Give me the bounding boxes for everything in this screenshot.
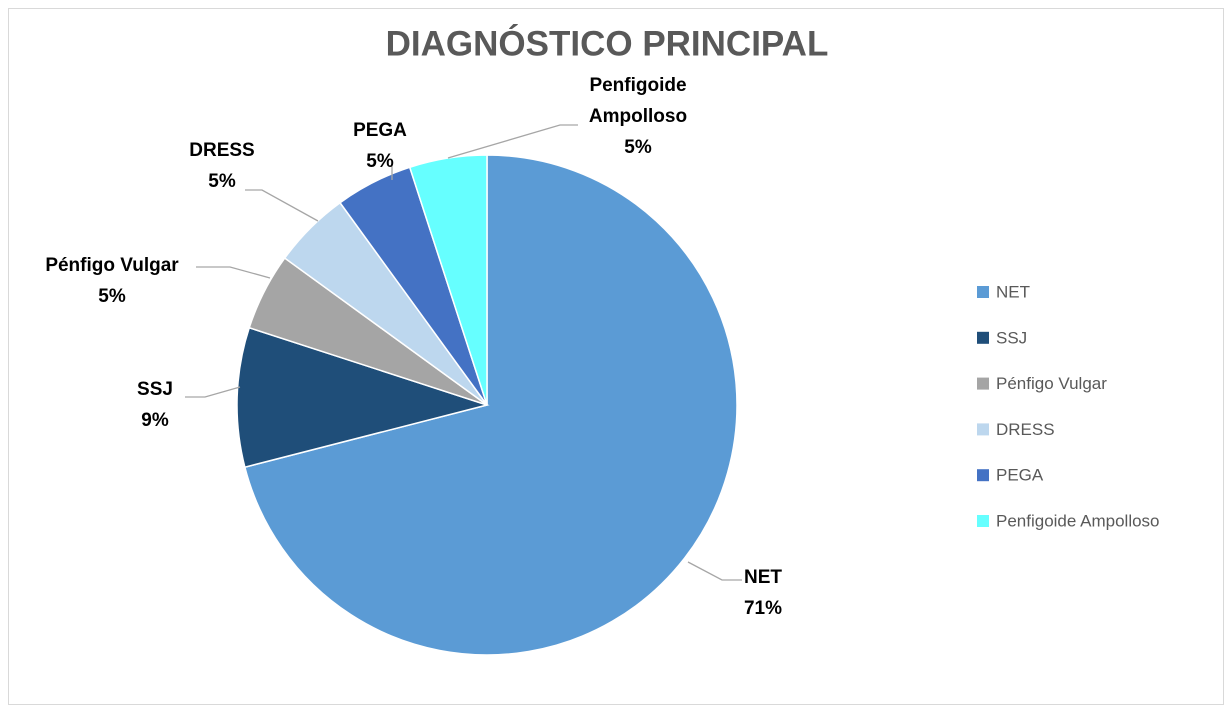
leader-line: [196, 266, 271, 279]
legend-label: SSJ: [996, 328, 1027, 347]
data-label-value: 5%: [208, 171, 236, 192]
leader-line: [447, 124, 578, 159]
data-label-category: NET: [744, 567, 782, 588]
leader-line: [687, 561, 742, 581]
data-label: Pénfigo Vulgar 5%: [12, 250, 212, 312]
leader-line: [245, 189, 319, 222]
legend-swatch: [977, 515, 989, 527]
legend-label: Penfigoide Ampolloso: [996, 511, 1160, 530]
data-label-value: 5%: [366, 151, 394, 172]
data-label-category: Penfigoide Ampolloso: [588, 75, 688, 127]
leader-line: [185, 386, 241, 398]
data-label-value: 5%: [624, 137, 652, 158]
pie-slice: [408, 154, 488, 406]
legend-label: NET: [996, 282, 1030, 301]
legend-label: Pénfigo Vulgar: [996, 374, 1107, 393]
legend-label: DRESS: [996, 420, 1055, 439]
legend-swatch: [977, 423, 989, 436]
data-label-value: 5%: [98, 286, 126, 307]
data-label: PEGA 5%: [340, 115, 420, 177]
legend-label: PEGA: [996, 466, 1044, 485]
data-label-category: DRESS: [189, 140, 255, 161]
data-label: Penfigoide Ampolloso 5%: [568, 70, 708, 163]
data-label-value: 9%: [141, 410, 169, 431]
data-label: SSJ 9%: [115, 374, 195, 436]
data-label-category: SSJ: [137, 379, 173, 400]
data-label: DRESS 5%: [172, 135, 272, 197]
chart-title: DIAGNÓSTICO PRINCIPAL: [386, 23, 829, 63]
data-label: NET 71%: [713, 562, 813, 624]
pie-slice: [236, 326, 490, 469]
data-label-category: Pénfigo Vulgar: [45, 255, 179, 276]
legend-swatch: [977, 286, 989, 298]
legend-swatch: [977, 377, 989, 390]
data-label-value: 71%: [743, 598, 783, 619]
legend-swatch: [977, 469, 989, 482]
legend-swatch: [977, 331, 989, 344]
pie-slice: [243, 154, 738, 656]
data-label-category: PEGA: [353, 120, 407, 141]
